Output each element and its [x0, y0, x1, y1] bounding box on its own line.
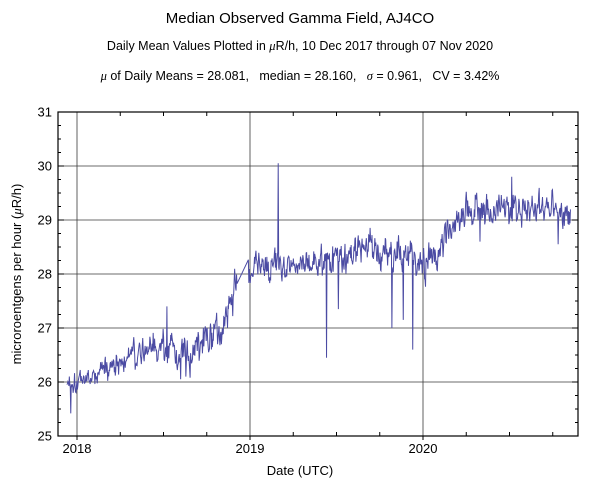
y-tick-label-30: 30: [38, 159, 52, 174]
chart-title: Median Observed Gamma Field, AJ4CO: [165, 10, 435, 27]
chart-subtitle: Daily Mean Values Plotted in μR/h, 10 De…: [106, 39, 494, 53]
x-tick-label-2020: 2020: [409, 441, 438, 456]
x-tick-label-2018: 2018: [63, 441, 92, 456]
x-tick-label-2019: 2019: [236, 441, 265, 456]
y-axis-label: microroentgens per hour (μR/h): [9, 183, 24, 365]
y-tick-label-25: 25: [38, 429, 52, 444]
x-axis-label: Date (UTC): [266, 463, 334, 478]
y-tick-label-26: 26: [38, 375, 52, 390]
y-tick-label-29: 29: [38, 213, 52, 228]
daily-mean-series-line: [66, 163, 571, 414]
chart-stats-line: μ of Daily Means = 28.081, median = 28.1…: [100, 69, 500, 83]
y-tick-label-31: 31: [38, 105, 52, 120]
y-tick-label-28: 28: [38, 267, 52, 282]
y-tick-label-27: 27: [38, 321, 52, 336]
